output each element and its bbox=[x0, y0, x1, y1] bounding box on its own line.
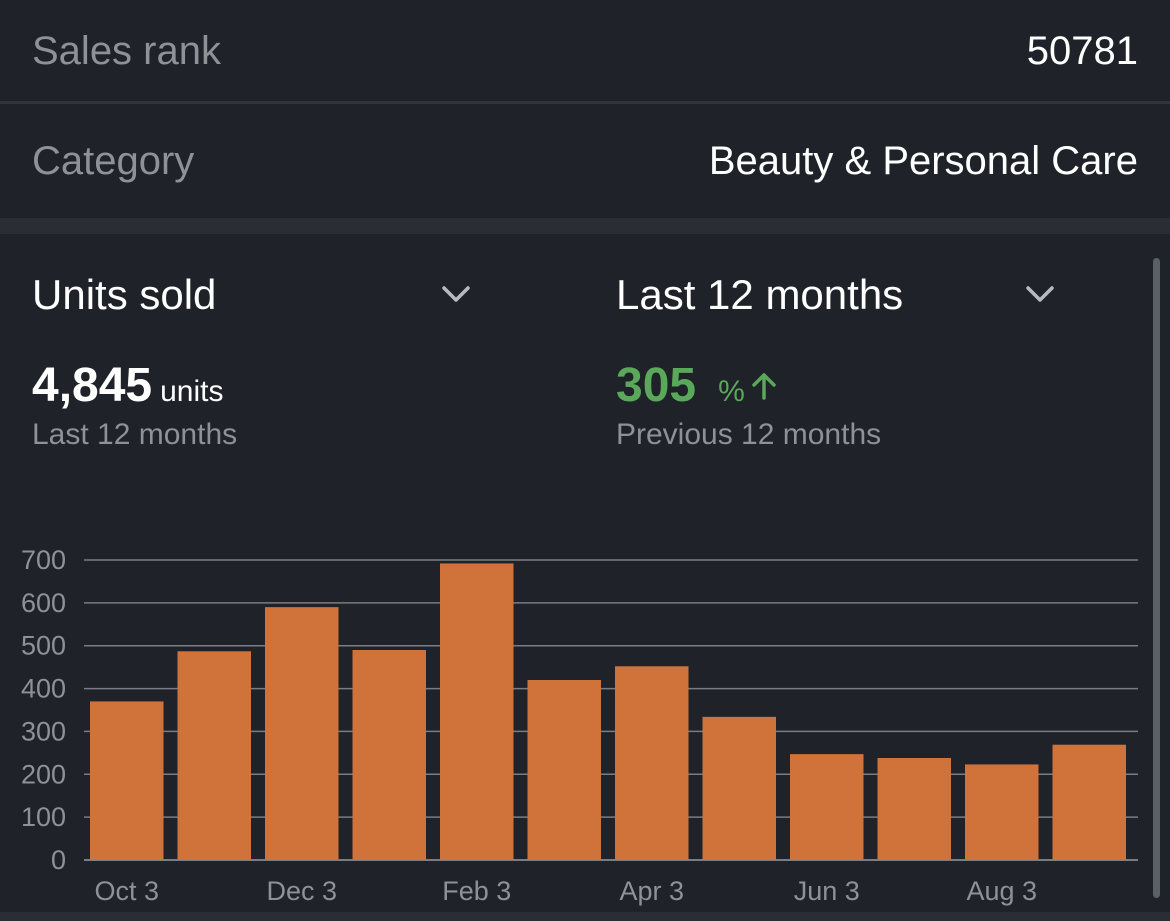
sales-chart-panel: Units sold Last 12 months 4,845 units Las… bbox=[0, 234, 1170, 914]
scrollbar[interactable] bbox=[1153, 258, 1160, 898]
metric-selector-label: Units sold bbox=[32, 271, 217, 318]
change-unit: % bbox=[718, 375, 745, 408]
units-sold-value: 4,845 bbox=[32, 359, 153, 412]
y-tick-label: 100 bbox=[21, 802, 66, 832]
sales-rank-label: Sales rank bbox=[32, 28, 221, 73]
y-tick-label: 0 bbox=[51, 845, 66, 875]
change-stat: 305% bbox=[616, 358, 779, 413]
units-sold-bar-chart: 0 100 200 300 400 500 600 700 Oct 3 Dec 3 Feb 3 Apr… bbox=[21, 545, 1138, 906]
y-tick-label: 600 bbox=[21, 588, 66, 618]
bar-oct-3[interactable] bbox=[90, 701, 164, 860]
y-tick-label: 700 bbox=[21, 545, 66, 575]
chevron-down-icon bbox=[1026, 286, 1054, 302]
sales-rank-row: Sales rank 50781 bbox=[0, 0, 1170, 102]
units-sold-unit: units bbox=[160, 375, 224, 408]
sales-rank-value: 50781 bbox=[1026, 28, 1138, 73]
divider bbox=[0, 101, 1170, 104]
bar-may-3[interactable] bbox=[702, 716, 777, 860]
bar-jun-3[interactable] bbox=[790, 754, 864, 860]
units-sold-stat: 4,845 units bbox=[32, 358, 224, 413]
category-label: Category bbox=[32, 138, 195, 183]
period-selector-label: Last 12 months bbox=[616, 271, 904, 318]
category-row: Category Beauty & Personal Care bbox=[0, 104, 1170, 218]
x-tick-label: Dec 3 bbox=[266, 876, 337, 906]
section-gap bbox=[0, 218, 1170, 234]
bar-mar-3[interactable] bbox=[527, 680, 602, 860]
arrow-up-icon bbox=[752, 373, 776, 400]
bottom-strip bbox=[0, 912, 1170, 921]
change-value: 305 bbox=[616, 359, 697, 412]
bar-aug-3[interactable] bbox=[965, 764, 1039, 860]
bar-dec-3[interactable] bbox=[265, 607, 339, 860]
metric-selector[interactable]: Units sold bbox=[32, 270, 472, 320]
x-tick-label: Aug 3 bbox=[966, 876, 1037, 906]
x-tick-label: Apr 3 bbox=[619, 876, 684, 906]
bar-apr-3[interactable] bbox=[615, 666, 689, 860]
bar-sep-3[interactable] bbox=[1052, 744, 1127, 860]
bar-jul-3[interactable] bbox=[877, 758, 952, 860]
bar-feb-3[interactable] bbox=[440, 563, 514, 860]
x-tick-label: Jun 3 bbox=[794, 876, 860, 906]
y-tick-label: 300 bbox=[21, 716, 66, 746]
bar-jan-3[interactable] bbox=[352, 650, 427, 860]
category-value: Beauty & Personal Care bbox=[708, 138, 1138, 183]
y-tick-label: 400 bbox=[21, 674, 66, 704]
change-caption: Previous 12 months bbox=[616, 418, 882, 451]
units-sold-caption: Last 12 months bbox=[32, 418, 238, 451]
y-tick-label: 500 bbox=[21, 631, 66, 661]
x-tick-label: Oct 3 bbox=[94, 876, 159, 906]
x-tick-label: Feb 3 bbox=[442, 876, 511, 906]
chevron-down-icon bbox=[442, 286, 470, 302]
y-tick-label: 200 bbox=[21, 759, 66, 789]
bar-nov-3[interactable] bbox=[177, 651, 252, 860]
period-selector[interactable]: Last 12 months bbox=[616, 270, 1056, 320]
